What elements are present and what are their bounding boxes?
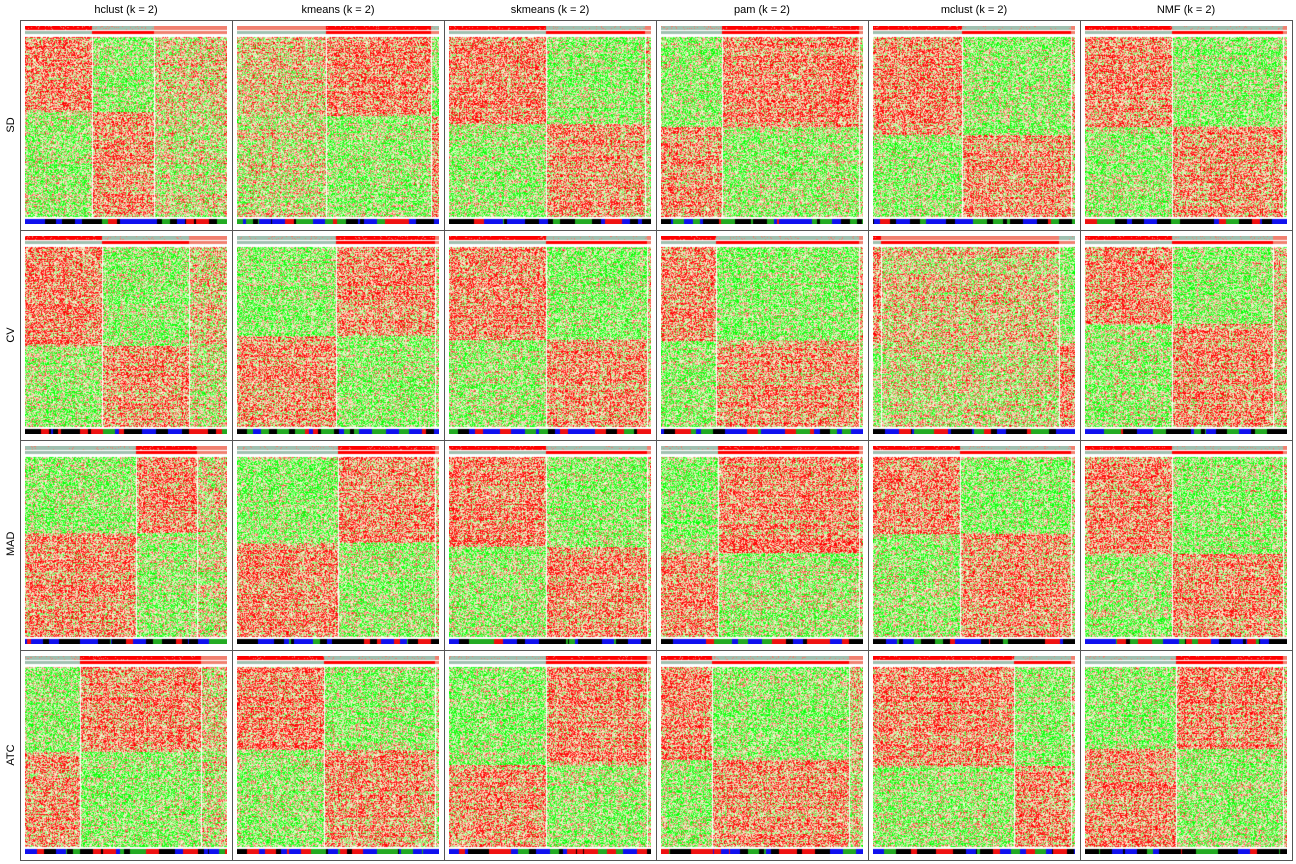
heatmap-canvas xyxy=(1085,236,1287,434)
heatmap-panel xyxy=(232,440,445,651)
heatmap-panel xyxy=(868,20,1081,231)
heatmap-canvas xyxy=(661,446,863,644)
heatmap-canvas xyxy=(237,26,439,224)
heatmap-panel xyxy=(1080,20,1293,231)
column-title: skmeans (k = 2) xyxy=(510,4,590,16)
heatmap-panel xyxy=(444,20,657,231)
heatmap-panel xyxy=(444,230,657,441)
heatmap-panel xyxy=(868,230,1081,441)
heatmap-canvas xyxy=(873,236,1075,434)
heatmap-panel xyxy=(444,650,657,861)
heatmap-panel xyxy=(656,440,869,651)
heatmap-panel xyxy=(20,230,233,441)
heatmap-panel xyxy=(1080,650,1293,861)
heatmap-canvas xyxy=(237,656,439,854)
heatmap-canvas xyxy=(25,656,227,854)
heatmap-canvas xyxy=(25,26,227,224)
heatmap-panel xyxy=(656,20,869,231)
heatmap-canvas xyxy=(873,446,1075,644)
heatmap-panel xyxy=(232,650,445,861)
heatmap-panel xyxy=(20,650,233,861)
heatmap-canvas xyxy=(873,26,1075,224)
row-title: CV xyxy=(5,327,17,343)
heatmap-canvas xyxy=(237,236,439,434)
row-title: SD xyxy=(5,117,17,133)
heatmap-canvas xyxy=(661,656,863,854)
heatmap-panel xyxy=(20,20,233,231)
heatmap-panel xyxy=(868,440,1081,651)
heatmap-panel xyxy=(1080,440,1293,651)
heatmap-canvas xyxy=(873,656,1075,854)
row-title: ATC xyxy=(5,744,17,766)
heatmap-canvas xyxy=(25,236,227,434)
heatmap-canvas xyxy=(1085,446,1287,644)
heatmap-canvas xyxy=(1085,26,1287,224)
column-title: pam (k = 2) xyxy=(734,4,790,16)
heatmap-canvas xyxy=(449,236,651,434)
heatmap-panel xyxy=(868,650,1081,861)
heatmap-canvas xyxy=(237,446,439,644)
column-title: kmeans (k = 2) xyxy=(301,4,375,16)
column-title: mclust (k = 2) xyxy=(940,4,1008,16)
column-title: hclust (k = 2) xyxy=(94,4,158,16)
heatmap-panel xyxy=(232,20,445,231)
heatmap-canvas xyxy=(661,26,863,224)
column-title: NMF (k = 2) xyxy=(1156,4,1216,16)
heatmap-panel xyxy=(656,650,869,861)
heatmap-canvas xyxy=(661,236,863,434)
heatmap-panel xyxy=(1080,230,1293,441)
heatmap-canvas xyxy=(449,26,651,224)
heatmap-panel xyxy=(232,230,445,441)
heatmap-panel xyxy=(20,440,233,651)
heatmap-canvas xyxy=(1085,656,1287,854)
heatmap-panel xyxy=(656,230,869,441)
heatmap-panel xyxy=(444,440,657,651)
row-title: MAD xyxy=(5,531,17,556)
heatmap-canvas xyxy=(25,446,227,644)
heatmap-canvas xyxy=(449,656,651,854)
heatmap-canvas xyxy=(449,446,651,644)
